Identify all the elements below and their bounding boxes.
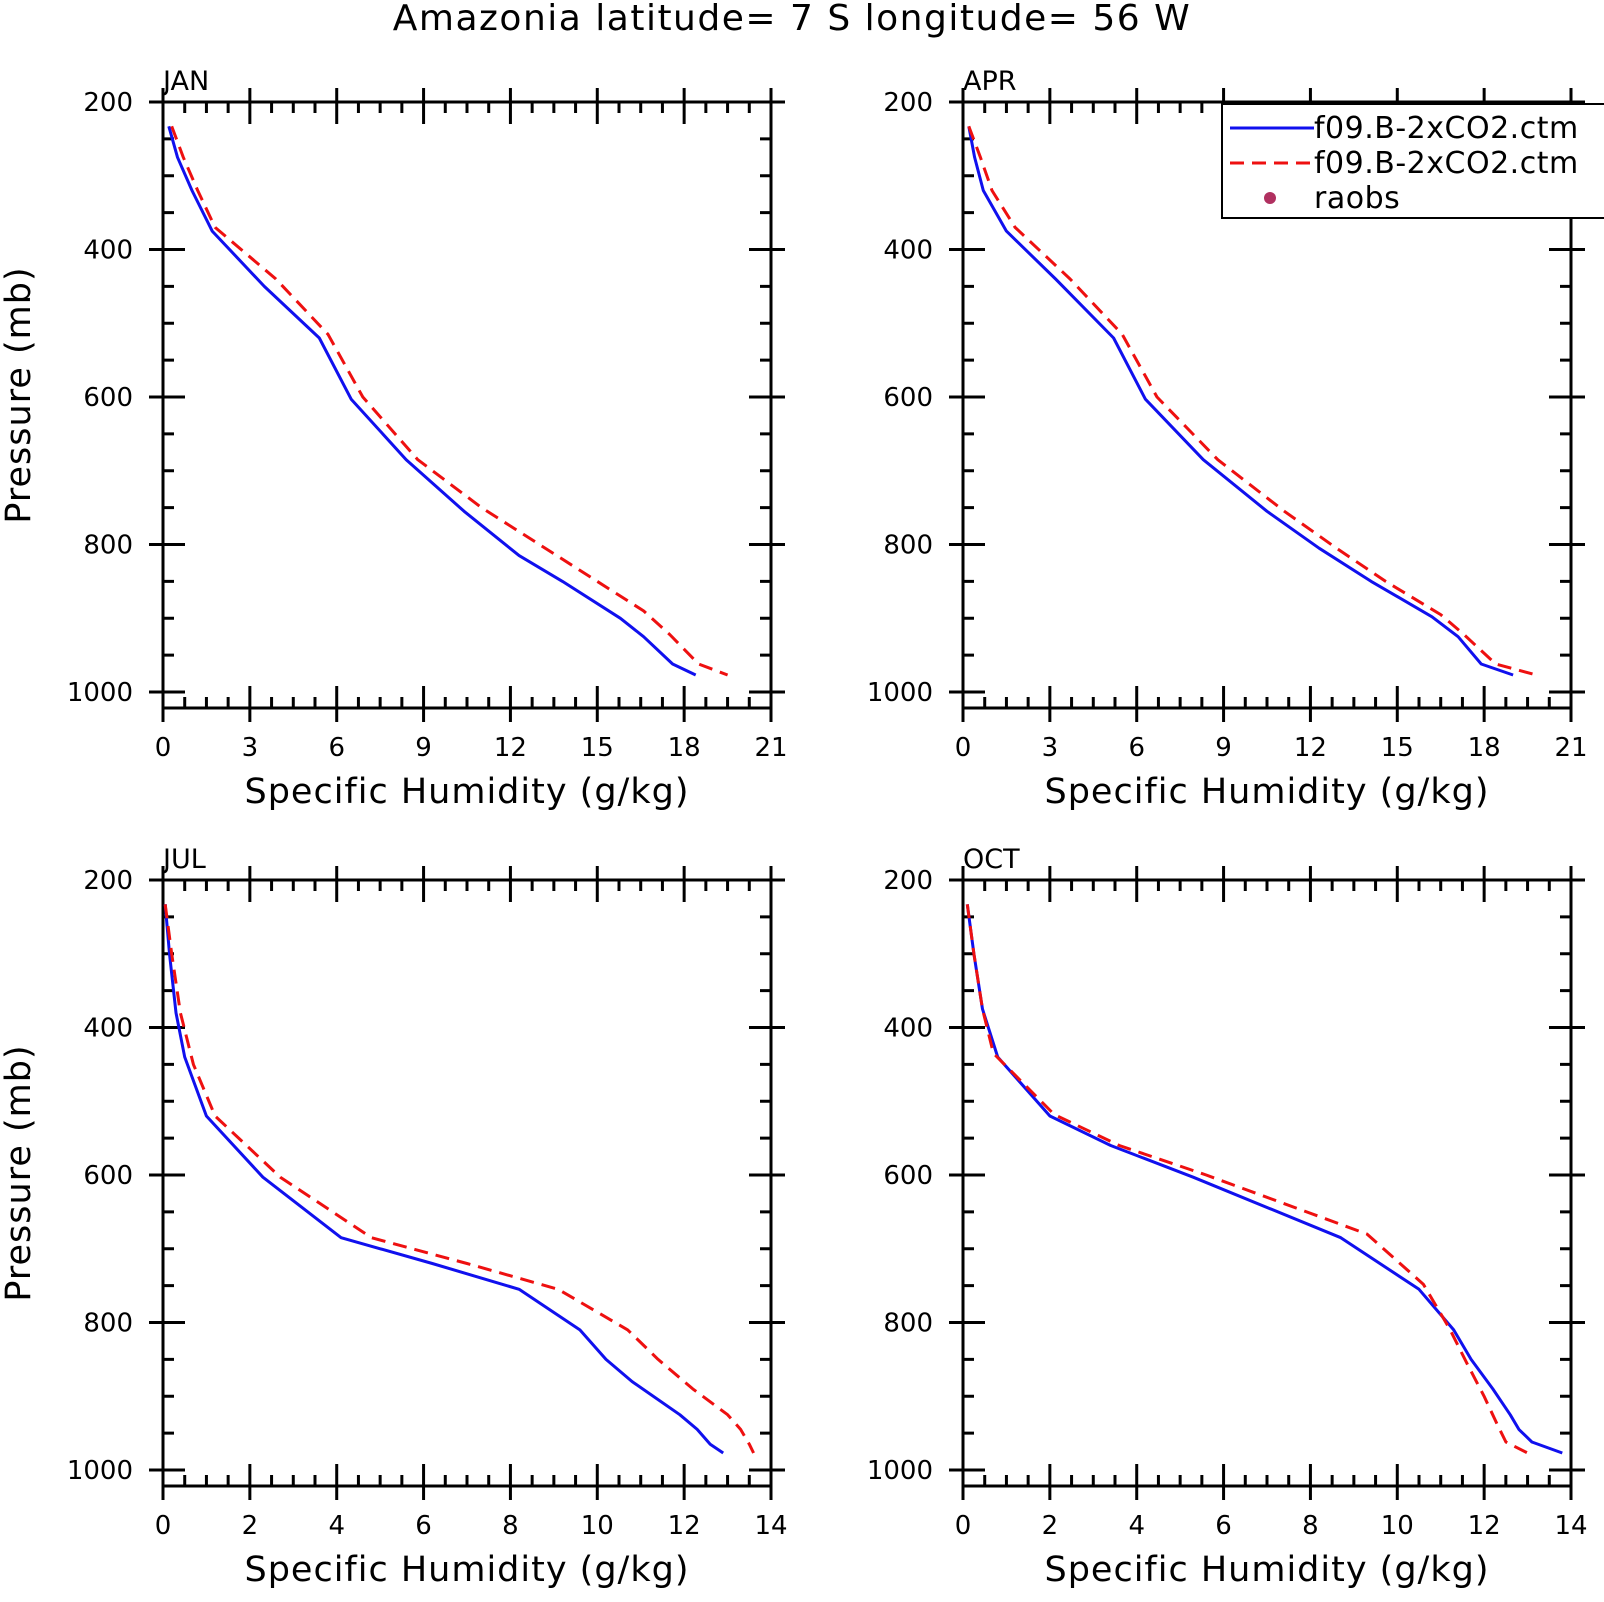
x-tick-label: 12	[1294, 733, 1327, 763]
plot-frame	[161, 878, 773, 1488]
y-axis-label: Pressure (mb)	[0, 266, 39, 523]
x-axis-label: Specific Humidity (g/kg)	[1045, 772, 1490, 812]
x-tick-label: 14	[1554, 1511, 1587, 1541]
x-tick-label: 18	[1468, 733, 1501, 763]
y-tick-label: 400	[83, 236, 133, 266]
x-tick-label: 0	[155, 1511, 172, 1541]
x-tick-label: 12	[668, 1511, 701, 1541]
y-tick-label: 600	[83, 383, 133, 413]
series-line-dashed	[163, 904, 755, 1454]
x-axis-label: Specific Humidity (g/kg)	[1045, 1550, 1490, 1590]
x-tick-label: 8	[1302, 1511, 1319, 1541]
legend-label: f09.B-2xCO2.ctm	[1314, 146, 1579, 181]
y-tick-label: 800	[883, 1309, 933, 1339]
y-tick-label: 1000	[67, 678, 133, 708]
y-tick-label: 800	[883, 531, 933, 561]
x-tick-label: 9	[415, 733, 432, 763]
x-axis-label: Specific Humidity (g/kg)	[245, 1550, 690, 1590]
x-tick-label: 2	[242, 1511, 259, 1541]
series-line-dashed	[967, 125, 1537, 677]
plot-frame	[161, 100, 773, 710]
series-line-solid	[163, 904, 725, 1455]
y-tick-label: 1000	[67, 1456, 133, 1486]
x-tick-label: 3	[1042, 733, 1059, 763]
series-line-dashed	[170, 125, 729, 677]
y-tick-label: 400	[883, 236, 933, 266]
series-line-dashed	[965, 904, 1529, 1455]
y-tick-label: 200	[883, 88, 933, 118]
y-tick-label: 600	[883, 1161, 933, 1191]
panel-label: JAN	[161, 66, 209, 97]
y-tick-label: 600	[83, 1161, 133, 1191]
x-tick-label: 10	[1381, 1511, 1414, 1541]
legend-label: raobs	[1314, 181, 1400, 216]
y-tick-label: 1000	[867, 1456, 933, 1486]
x-tick-label: 15	[1381, 733, 1414, 763]
x-tick-label: 15	[581, 733, 614, 763]
y-tick-label: 200	[83, 866, 133, 896]
x-tick-label: 0	[955, 1511, 972, 1541]
panel-apr: APR 200 400 600 800 1000 0 3 6 9 12 15 18 21 Specific …	[867, 66, 1588, 812]
panel-jan: JAN 200 400 600 800 1000 0 3 6 9 12 15 18 21 Specific …	[0, 66, 788, 812]
x-axis-label: Specific Humidity (g/kg)	[245, 772, 690, 812]
legend-label: f09.B-2xCO2.ctm	[1314, 111, 1579, 146]
panel-label: OCT	[963, 844, 1020, 875]
x-tick-label: 4	[1128, 1511, 1145, 1541]
series-line-solid	[167, 125, 697, 677]
series-line-solid	[967, 126, 1514, 677]
series-line-solid	[965, 904, 1563, 1455]
y-tick-label: 800	[83, 1309, 133, 1339]
x-tick-label: 21	[1554, 733, 1587, 763]
x-tick-label: 9	[1215, 733, 1232, 763]
y-tick-label: 400	[883, 1014, 933, 1044]
x-tick-label: 12	[1468, 1511, 1501, 1541]
y-tick-label: 400	[83, 1014, 133, 1044]
x-tick-label: 18	[668, 733, 701, 763]
plot-frame	[961, 878, 1573, 1488]
y-tick-label: 600	[883, 383, 933, 413]
x-tick-label: 2	[1042, 1511, 1059, 1541]
y-tick-label: 200	[83, 88, 133, 118]
x-tick-label: 14	[754, 1511, 787, 1541]
x-tick-label: 6	[415, 1511, 432, 1541]
x-tick-label: 8	[502, 1511, 519, 1541]
panel-oct: OCT 200 400 600 800 1000 0 2 4 6 8 10 12 14 Specific H…	[867, 844, 1588, 1590]
figure-title: Amazonia latitude= 7 S longitude= 56 W	[393, 0, 1191, 39]
x-tick-label: 6	[1215, 1511, 1232, 1541]
panel-label: JUL	[161, 844, 206, 875]
legend-box	[1221, 103, 1604, 219]
y-axis-label: Pressure (mb)	[0, 1044, 39, 1301]
x-tick-label: 4	[328, 1511, 345, 1541]
x-tick-label: 0	[155, 733, 172, 763]
x-tick-label: 3	[242, 733, 259, 763]
x-tick-label: 12	[494, 733, 527, 763]
x-tick-label: 6	[328, 733, 345, 763]
x-tick-label: 6	[1128, 733, 1145, 763]
y-tick-label: 800	[83, 531, 133, 561]
panel-label: APR	[963, 66, 1017, 97]
legend-marker-dot	[1264, 192, 1276, 204]
y-tick-label: 1000	[867, 678, 933, 708]
y-tick-label: 200	[883, 866, 933, 896]
x-tick-label: 10	[581, 1511, 614, 1541]
x-tick-label: 0	[955, 733, 972, 763]
panel-jul: JUL 200 400 600 800 1000 0 2 4 6 8 10 12 14 Specific H…	[0, 844, 788, 1590]
x-tick-label: 21	[754, 733, 787, 763]
